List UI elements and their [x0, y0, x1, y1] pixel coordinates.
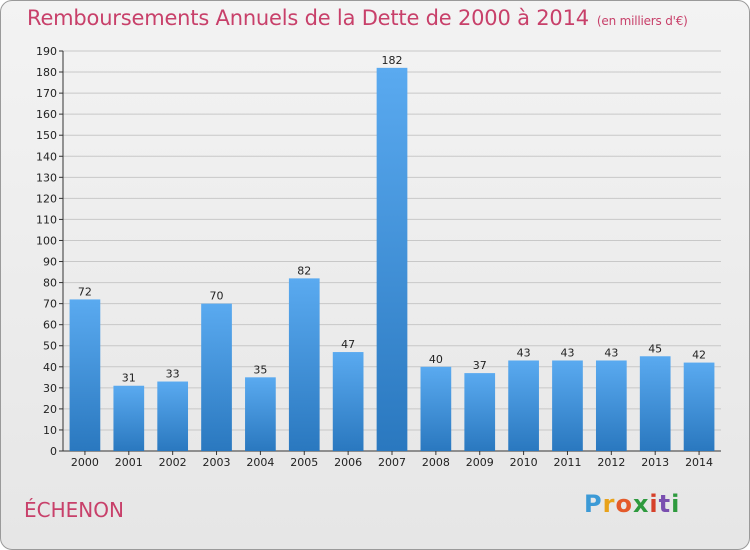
y-tick-label: 40 [43, 361, 57, 374]
y-tick-label: 50 [43, 340, 57, 353]
x-tick-label: 2005 [290, 456, 318, 469]
bar [113, 385, 145, 451]
value-label: 45 [648, 342, 662, 355]
logo-letter: r [602, 490, 616, 518]
value-label: 35 [253, 363, 267, 376]
y-tick-label: 140 [36, 150, 57, 163]
value-label: 40 [429, 353, 443, 366]
x-tick-label: 2010 [510, 456, 538, 469]
y-tick-label: 90 [43, 256, 57, 269]
bar [245, 377, 276, 451]
chart-subtitle: (en milliers d'€) [596, 14, 688, 28]
x-tick-label: 2009 [466, 456, 494, 469]
value-label: 33 [166, 368, 180, 381]
value-labels: 72 31 33 70 35 82 47 182 40 37 43 43 43 45 42 [78, 54, 706, 385]
x-tick-label: 2014 [685, 456, 713, 469]
value-label: 82 [297, 264, 311, 277]
value-label: 43 [604, 346, 618, 359]
x-tick-label: 2000 [71, 456, 99, 469]
y-tick-label: 100 [36, 234, 57, 247]
bar [639, 356, 671, 451]
y-tick-label: 80 [43, 277, 57, 290]
y-tick-label: 130 [36, 171, 57, 184]
bar [552, 360, 583, 451]
logo-letter: o [615, 490, 633, 518]
y-tick-label: 0 [50, 445, 57, 458]
y-tick-label: 60 [43, 319, 57, 332]
value-label: 182 [382, 54, 403, 67]
bar [332, 352, 364, 451]
chart-title: Remboursements Annuels de la Dette de 20… [27, 6, 688, 30]
x-tick-label: 2003 [203, 456, 231, 469]
y-tick-label: 170 [36, 87, 57, 100]
value-label: 70 [210, 290, 224, 303]
value-label: 47 [341, 338, 355, 351]
value-label: 72 [78, 285, 92, 298]
y-tick-label: 120 [36, 192, 57, 205]
x-tick-label: 2004 [246, 456, 274, 469]
x-tick-label: 2008 [422, 456, 450, 469]
logo-letter: x [632, 490, 650, 518]
x-tick-label: 2002 [159, 456, 187, 469]
chart-title-text: Remboursements Annuels de la Dette de 20… [27, 6, 589, 30]
proxiti-logo: Proxiti [584, 490, 680, 518]
bar [464, 373, 496, 451]
bar [683, 362, 715, 451]
value-label: 43 [560, 346, 574, 359]
bar [157, 381, 189, 451]
y-tick-label: 150 [36, 129, 57, 142]
x-tick-label: 2006 [334, 456, 362, 469]
bar [69, 299, 101, 451]
y-tick-label: 20 [43, 403, 57, 416]
y-tick-label: 70 [43, 298, 57, 311]
logo-letter: P [584, 490, 603, 518]
logo-letter: i [649, 490, 659, 518]
x-tick-label: 2012 [597, 456, 625, 469]
value-label: 42 [692, 349, 706, 362]
y-tick-label: 160 [36, 108, 57, 121]
bar [420, 366, 452, 451]
logo-letter: i [671, 490, 681, 518]
bars [69, 67, 715, 451]
value-label: 37 [473, 359, 487, 372]
y-tick-label: 190 [36, 45, 57, 58]
y-tick-label: 30 [43, 382, 57, 395]
bar [595, 360, 627, 451]
bar [508, 360, 539, 451]
x-tick-label: 2007 [378, 456, 406, 469]
commune-name: ÉCHENON [24, 498, 124, 522]
x-tick-label: 2001 [115, 456, 143, 469]
x-tick-label: 2011 [553, 456, 581, 469]
bar [376, 67, 408, 451]
x-tick-label: 2013 [641, 456, 669, 469]
value-label: 43 [517, 346, 531, 359]
y-tick-label: 110 [36, 213, 57, 226]
y-tick-label: 180 [36, 66, 57, 79]
value-label: 31 [122, 372, 136, 385]
bar [201, 303, 232, 451]
logo-letter: t [658, 490, 672, 518]
y-tick-label: 10 [43, 424, 57, 437]
bar [288, 278, 320, 451]
